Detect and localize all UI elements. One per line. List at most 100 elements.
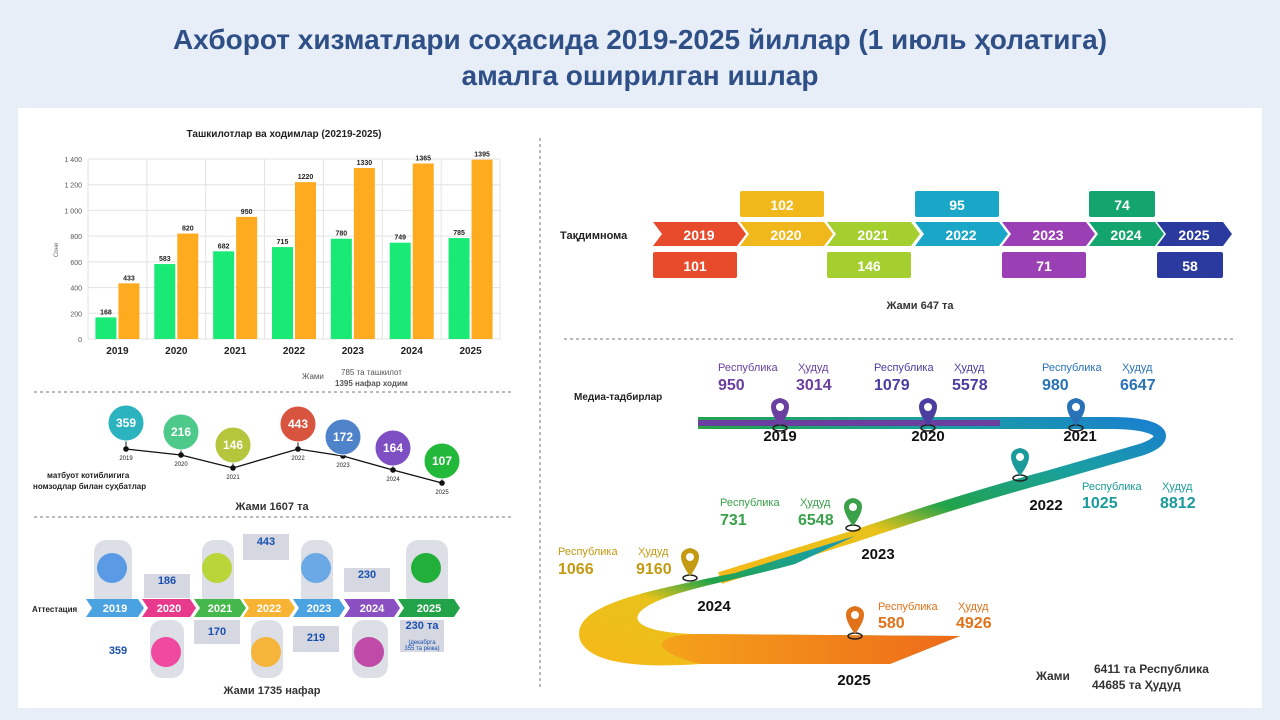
year-label: 2022 [1029,497,1062,514]
media-total-1: 6411 та Республика [1094,662,1209,676]
interviews-label-2: номзодлар билан суҳбатлар [33,482,146,491]
bar-chart-ylabel: Сони [54,243,60,257]
value-box [144,574,190,598]
year-chevron [243,599,295,617]
year-label: 2024 [697,598,731,615]
region-value: 6647 [1120,377,1156,394]
title-line-2: амалга оширилган ишлар [461,60,819,91]
region-value: 9160 [636,561,672,578]
location-pin-icon [919,398,937,426]
bar-chart-title: Ташкилотлар ва ходимлар (20219-2025) [187,129,382,140]
year-circle [301,553,331,583]
value-box [1157,252,1223,278]
bubble-value: 164 [383,441,403,455]
year-chevron [293,599,345,617]
attestation-note-1: (декабрга [408,640,436,646]
year-label: 2025 [417,603,441,615]
year-label: 2020 [157,603,181,615]
pin-dot [686,553,694,561]
x-tick-label: 2020 [165,346,188,357]
value-box [915,191,999,217]
value-box [827,252,911,278]
bar-value-label: 780 [336,231,348,238]
value-box [293,626,339,652]
year-label: 2023 [1032,227,1063,243]
year-chevron [1002,222,1095,246]
location-pin-icon [1067,398,1085,426]
year-label: 2024 [360,603,385,615]
attestation-value: 359 [109,645,127,657]
bar-value-label: 1330 [357,160,373,167]
region-label: Ҳудуд [1162,481,1193,493]
presentation-value: 101 [683,258,707,274]
year-chevron [915,222,1008,246]
y-tick-label: 0 [78,337,82,344]
presentation-value: 71 [1036,258,1052,274]
republic-label: Республика [878,601,938,613]
republic-value: 950 [718,377,745,394]
republic-label: Республика [720,497,780,509]
value-bubble [423,442,461,480]
media-label: Медиа-тадбирлар [574,391,662,403]
attestation-value: 170 [208,626,226,638]
bar [471,159,493,339]
attestation-value: 230 та [406,620,440,632]
value-box [344,568,390,592]
bar-value-label: 950 [241,209,253,216]
bar [353,168,375,339]
presentation-value: 102 [770,197,794,213]
year-circle [97,553,127,583]
year-circle [202,553,232,583]
bar [213,251,235,339]
x-tick-label: 2023 [342,346,365,357]
year-chevron [398,599,460,617]
y-tick-label: 400 [70,286,82,293]
republic-value: 980 [1042,377,1069,394]
presentation-value: 74 [1114,197,1130,213]
interviews-label-1: матбуот котиблигига [47,471,130,480]
interviews-chart: 359 2019 216 2020 146 2021 443 2022 172 2023 164 20… [33,404,461,513]
pin-dot [851,611,859,619]
bar [177,233,199,339]
presentation-value: 146 [857,258,881,274]
republic-label: Республика [1082,481,1142,493]
bar [272,247,293,339]
value-box [243,534,289,560]
year-label: 2024 [1110,227,1141,243]
year-label: 2023 [336,463,350,469]
bar-chart: Ташкилотлар ва ходимлар (20219-2025) Сон… [54,129,501,388]
x-tick-label: 2021 [224,346,247,357]
year-label: 2019 [683,227,714,243]
value-bubble [162,413,200,451]
year-label: 2021 [857,227,888,243]
value-bubble [324,418,362,456]
page-title: Ахборот хизматлари соҳасида 2019-2025 йи… [0,22,1280,94]
republic-value: 580 [878,615,905,632]
data-point [123,446,129,452]
pin-dot [776,403,784,411]
republic-label: Республика [1042,362,1102,374]
road-top [698,417,1166,584]
attestation-label: Аттестация [32,605,78,614]
region-label: Ҳудуд [958,601,989,613]
bar-value-label: 820 [182,226,194,233]
year-label: 2023 [861,546,894,563]
location-pin-icon [771,398,789,426]
bubble-value: 172 [333,430,353,444]
attestation-value: 219 [307,632,325,644]
media-total-label: Жами [1035,669,1070,683]
bubble-value: 107 [432,454,452,468]
republic-label: Республика [558,546,618,558]
republic-label: Республика [718,362,778,374]
value-box [740,191,824,217]
data-point [230,465,236,471]
region-label: Ҳудуд [954,362,985,374]
value-bubble [107,404,145,442]
year-circle [411,553,441,583]
bar-value-label: 1365 [415,156,431,163]
location-pin-icon [846,606,864,634]
attestation-note-2: 355 та режа) [404,646,439,652]
bar-value-label: 785 [453,230,465,237]
republic-value: 731 [720,512,747,529]
year-label: 2020 [174,462,188,468]
